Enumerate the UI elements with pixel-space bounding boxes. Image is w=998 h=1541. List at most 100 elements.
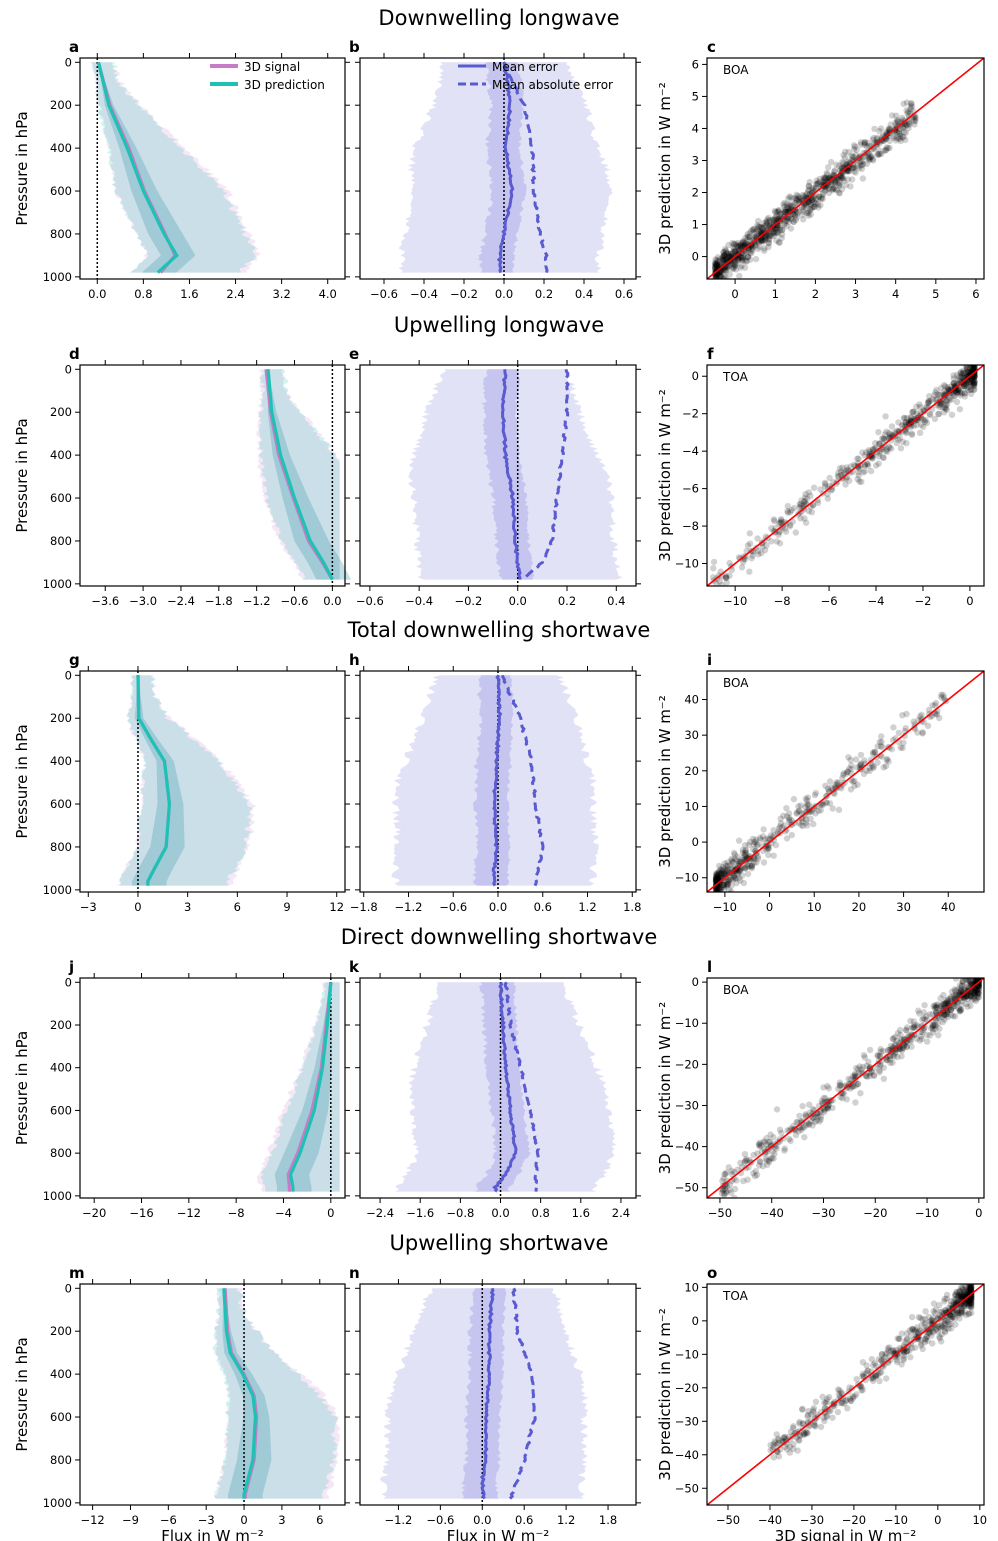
- scatter-point: [955, 386, 962, 393]
- scatter-point: [973, 963, 979, 969]
- scatter-point: [822, 799, 829, 806]
- x-tick-label: 0.0: [323, 594, 341, 608]
- x-tick-label: −20: [863, 1206, 887, 1220]
- scatter-point: [809, 203, 816, 211]
- scatter-point: [713, 876, 720, 883]
- scatter-point: [946, 394, 953, 402]
- scatter-point: [742, 847, 749, 855]
- scatter-point: [830, 184, 837, 192]
- scatter-point: [732, 247, 739, 255]
- scatter-point: [954, 376, 961, 384]
- scatter-point: [711, 264, 719, 271]
- scatter-point: [713, 889, 721, 892]
- scatter-point: [918, 421, 925, 429]
- y-tick-label: 800: [50, 534, 72, 548]
- scatter-point: [717, 884, 724, 892]
- panel-letter: j: [68, 958, 74, 976]
- scatter-point: [735, 256, 742, 263]
- scatter-point: [712, 872, 720, 879]
- scatter-point: [938, 694, 945, 701]
- scatter-point: [824, 171, 831, 178]
- scatter-point: [713, 875, 720, 882]
- scatter-point: [875, 151, 882, 159]
- scatter-point: [799, 822, 807, 830]
- scatter-point: [953, 389, 960, 396]
- scatter-point: [744, 1176, 751, 1183]
- scatter-point: [857, 760, 865, 767]
- scatter-point: [941, 1295, 948, 1303]
- x-tick-label: 0.4: [575, 287, 593, 301]
- scatter-point: [780, 812, 787, 819]
- scatter-point: [711, 270, 719, 278]
- scatter-point: [904, 122, 911, 129]
- scatter-point: [940, 694, 948, 701]
- scatter-point: [970, 357, 976, 363]
- scatter-point: [749, 226, 756, 233]
- scatter-point: [878, 733, 885, 740]
- x-tick-label: 0.0: [489, 900, 507, 914]
- scatter-point: [714, 876, 721, 883]
- scatter-point: [716, 256, 724, 263]
- scatter-point: [942, 404, 949, 411]
- x-tick-label: −6: [821, 594, 838, 608]
- y-axis-label: Pressure in hPa: [13, 724, 31, 838]
- scatter-point: [741, 1151, 749, 1158]
- scatter-point: [845, 167, 852, 175]
- scatter-point: [918, 1321, 925, 1329]
- scatter-point: [770, 827, 777, 834]
- scatter-point: [786, 202, 793, 209]
- scatter-point: [713, 888, 720, 892]
- x-axis-label: 3D signal in W m⁻²: [775, 1527, 917, 1541]
- scatter-point: [905, 420, 912, 427]
- scatter-point: [833, 161, 840, 168]
- scatter-point: [767, 1131, 774, 1138]
- scatter-point: [883, 146, 890, 153]
- x-tick-label: −2.4: [167, 594, 195, 608]
- scatter-point: [815, 807, 822, 815]
- scatter-point: [752, 839, 759, 846]
- scatter-point: [876, 738, 883, 746]
- scatter-point: [731, 262, 738, 270]
- scatter-point: [966, 378, 973, 386]
- scatter-point: [793, 191, 800, 198]
- scatter-point: [899, 124, 907, 132]
- scatter-point: [818, 801, 826, 809]
- scatter-point: [931, 392, 938, 399]
- scatter-point: [911, 121, 918, 128]
- spread-band: [116, 675, 257, 886]
- scatter-point: [744, 233, 751, 241]
- scatter-point: [971, 352, 977, 358]
- scatter-point: [971, 370, 978, 378]
- x-tick-label: −9: [122, 1513, 139, 1527]
- scatter-point: [971, 382, 978, 389]
- scatter-point: [739, 254, 746, 261]
- scatter-point: [807, 492, 814, 499]
- scatter-point: [836, 180, 844, 187]
- scatter-point: [923, 403, 930, 411]
- scatter-point: [771, 517, 778, 525]
- y-tick-label: −10: [675, 557, 699, 571]
- scatter-point: [897, 445, 905, 452]
- scatter-point: [843, 1396, 850, 1403]
- scatter-point: [745, 247, 752, 254]
- scatter-point: [795, 208, 802, 216]
- scatter-point: [753, 234, 760, 241]
- scatter-point: [845, 754, 852, 761]
- scatter-point: [829, 1104, 836, 1112]
- scatter-point: [825, 185, 832, 192]
- scatter-point: [819, 191, 826, 199]
- scatter-point: [777, 210, 784, 218]
- scatter-point: [919, 1029, 926, 1036]
- scatter-point: [967, 1285, 975, 1292]
- scatter-point: [899, 124, 907, 131]
- scatter-point: [898, 114, 906, 122]
- scatter-point: [859, 175, 867, 182]
- scatter-point: [787, 225, 795, 232]
- scatter-point: [721, 252, 728, 259]
- scatter-point: [948, 988, 956, 995]
- scatter-point: [771, 207, 779, 215]
- scatter-point: [805, 489, 813, 496]
- scatter-point: [713, 580, 720, 586]
- scatter-point: [729, 265, 736, 272]
